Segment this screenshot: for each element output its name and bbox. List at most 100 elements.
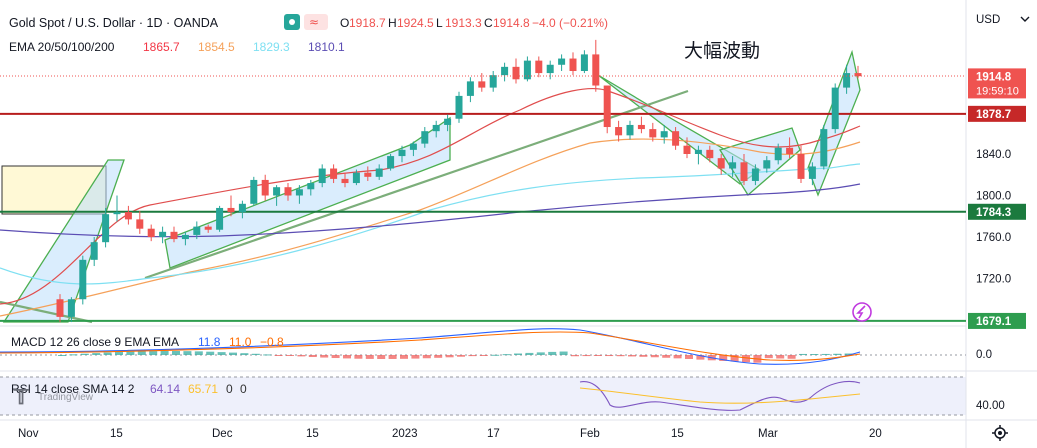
- macd-histogram-bar: [308, 355, 317, 358]
- time-tick-label[interactable]: 2023: [392, 428, 418, 440]
- chevron-down-icon[interactable]: [1020, 16, 1030, 22]
- macd-histogram-bar: [639, 355, 648, 357]
- ema-line-3: [0, 163, 861, 285]
- candle-body: [124, 212, 132, 220]
- time-tick-label[interactable]: 15: [671, 428, 684, 440]
- settings-gear-icon[interactable]: [992, 425, 1008, 441]
- time-tick-label[interactable]: 17: [487, 428, 500, 440]
- macd-pane: [0, 328, 861, 365]
- candle-body: [683, 145, 691, 154]
- macd-histogram-bar: [194, 351, 203, 355]
- macd-values: 11.8 11.0 −0.8: [198, 335, 284, 349]
- trend-channel-1[interactable]: [2, 159, 125, 323]
- rsi-band: [0, 377, 966, 415]
- price-tag[interactable]: [968, 203, 1026, 220]
- macd-histogram-bar: [115, 352, 123, 355]
- candle-body: [660, 131, 668, 138]
- currency-label[interactable]: USD: [976, 14, 1000, 26]
- macd-histogram-bar: [160, 351, 169, 355]
- ema-title[interactable]: EMA 20/50/100/200: [9, 40, 115, 54]
- macd-histogram-bar: [616, 355, 625, 357]
- candle-body: [375, 168, 383, 177]
- svg-text:TradingView: TradingView: [38, 392, 94, 403]
- rsi-title[interactable]: RSI 14 close SMA 14 2: [11, 382, 135, 396]
- candle-body: [672, 131, 680, 146]
- time-tick-label[interactable]: Dec: [212, 428, 233, 440]
- macd-histogram-bar: [434, 355, 443, 358]
- horizontal-lines[interactable]: [0, 112, 966, 322]
- candle-body: [364, 172, 372, 177]
- macd-histogram-bar: [422, 355, 431, 359]
- macd-histogram-bar: [320, 355, 329, 358]
- price-tag[interactable]: [968, 105, 1026, 122]
- ema-line-2: [0, 138, 861, 317]
- candle-body: [797, 154, 805, 179]
- time-tick-label[interactable]: Feb: [580, 428, 600, 440]
- time-tick-label[interactable]: 15: [306, 428, 319, 440]
- candle-body: [603, 85, 611, 128]
- macd-histogram-bar: [628, 355, 636, 357]
- ema-line-1: [0, 88, 861, 305]
- macd-value-2: 11.0: [229, 335, 252, 349]
- trend-line-diagonal[interactable]: [144, 89, 689, 280]
- rsi-value-2: 65.71: [188, 382, 218, 396]
- macd-histogram-bar: [696, 355, 705, 360]
- ema-value-2: 1854.5: [198, 40, 235, 54]
- time-tick-label[interactable]: Nov: [18, 428, 39, 440]
- macd-histogram-bar: [776, 355, 785, 359]
- macd-histogram-bar: [206, 351, 215, 355]
- chart-annotation[interactable]: 大幅波動: [684, 40, 760, 62]
- ohlc-key: H: [388, 16, 397, 30]
- macd-histogram-bar: [263, 354, 272, 356]
- wave-icon[interactable]: ≈: [304, 14, 328, 30]
- candle-body: [147, 228, 155, 237]
- candle-body: [330, 168, 338, 179]
- price-axis[interactable]: USD 1880.01840.01800.01760.01720.01680.0…: [968, 14, 1030, 412]
- visibility-toggle-icon[interactable]: [284, 14, 300, 30]
- candles: [56, 39, 862, 323]
- candle-body: [421, 131, 429, 144]
- candle-body: [238, 203, 246, 213]
- alert-icon[interactable]: [852, 302, 872, 322]
- candle-body: [535, 60, 543, 74]
- time-tick-label[interactable]: Mar: [758, 428, 778, 440]
- trend-channel-2[interactable]: [164, 116, 451, 269]
- candle-body: [649, 129, 657, 138]
- macd-histogram-bar: [821, 353, 830, 355]
- rsi-value-4: 0: [240, 382, 247, 396]
- candle-body: [352, 172, 360, 184]
- macd-title[interactable]: MACD 12 26 close 9 EMA EMA: [11, 335, 179, 349]
- rsi-pane: [579, 380, 861, 411]
- candle-body: [558, 58, 566, 65]
- time-axis[interactable]: Nov 15 Dec 15 2023 17 Feb 15 Mar 20: [18, 428, 882, 440]
- trend-channel-4[interactable]: [719, 127, 801, 196]
- candle-body: [774, 147, 782, 161]
- time-tick-label[interactable]: 20: [869, 428, 882, 440]
- macd-histogram-bar: [742, 355, 750, 363]
- macd-histogram-bar: [286, 355, 294, 356]
- candle-body: [398, 149, 406, 157]
- price-tag-label: 1914.8: [976, 71, 1012, 83]
- macd-histogram-bar: [400, 355, 408, 359]
- candle-body: [409, 143, 417, 150]
- macd-histogram-bar: [58, 355, 66, 356]
- candle-body: [489, 75, 497, 88]
- candle-body: [90, 242, 98, 260]
- rsi-value-3: 0: [226, 382, 233, 396]
- price-tag[interactable]: [968, 68, 1026, 99]
- price-tag[interactable]: [968, 312, 1026, 329]
- candle-body: [273, 187, 281, 196]
- candle-body: [820, 129, 828, 167]
- macd-histogram-bar: [559, 351, 568, 355]
- candle-body: [216, 207, 224, 230]
- symbol-title[interactable]: Gold Spot / U.S. Dollar · 1D · OANDA: [9, 16, 219, 30]
- svg-text:𝕋: 𝕋: [13, 387, 29, 409]
- candle-body: [227, 207, 235, 213]
- candle-body: [512, 66, 520, 80]
- countdown-label: 19:59:10: [976, 85, 1019, 97]
- time-tick-label[interactable]: 15: [110, 428, 123, 440]
- candle-body: [694, 149, 702, 154]
- trend-line-lower[interactable]: [0, 300, 93, 324]
- candle-body: [204, 226, 212, 230]
